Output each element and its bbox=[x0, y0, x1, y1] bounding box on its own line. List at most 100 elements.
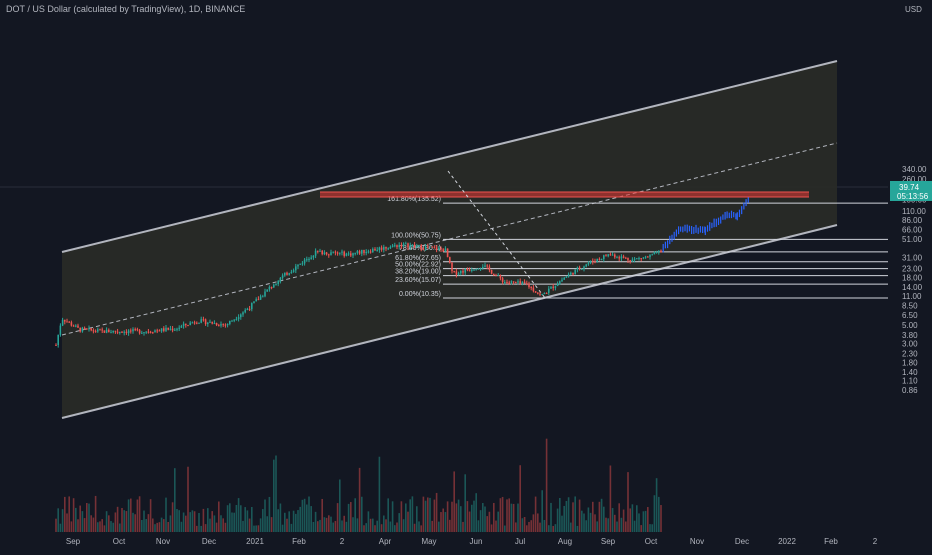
candle-body bbox=[501, 278, 504, 282]
candle-body bbox=[88, 328, 90, 330]
candle-body bbox=[317, 250, 319, 252]
volume-bar bbox=[658, 496, 660, 532]
volume-bar bbox=[336, 503, 339, 532]
volume-bar bbox=[372, 518, 374, 532]
candle-body bbox=[523, 281, 526, 284]
candle-body bbox=[556, 284, 559, 287]
price-axis[interactable] bbox=[888, 0, 932, 550]
volume-bar bbox=[519, 465, 521, 532]
fib-retracement[interactable]: 161.80%(135.52) 100.00%(50.75) 78.60%(36.1… bbox=[387, 196, 888, 299]
candle-body bbox=[231, 320, 233, 322]
candle-body bbox=[127, 330, 130, 333]
candle-body bbox=[475, 269, 477, 271]
time-tick-label: Dec bbox=[735, 537, 749, 546]
candle-body bbox=[658, 250, 660, 252]
volume-bar bbox=[420, 525, 422, 532]
candle-body bbox=[548, 288, 550, 293]
volume-bar bbox=[642, 511, 645, 532]
candle-body bbox=[585, 264, 587, 267]
volume-bar bbox=[376, 520, 378, 532]
volume-bar bbox=[224, 522, 227, 532]
candle-body bbox=[178, 327, 180, 329]
volume-bar bbox=[264, 499, 266, 532]
resistance-zone[interactable] bbox=[320, 192, 809, 197]
volume-bar bbox=[255, 525, 257, 532]
candle-body bbox=[598, 258, 601, 260]
volume-bar bbox=[275, 455, 277, 532]
volume-bar bbox=[108, 515, 110, 532]
volume-bar bbox=[431, 520, 433, 532]
candle-body bbox=[224, 324, 227, 326]
volume-bar bbox=[299, 506, 301, 532]
candle-body bbox=[259, 296, 262, 300]
volume-bar bbox=[297, 510, 299, 532]
candle-body bbox=[325, 252, 328, 255]
candle-body bbox=[402, 243, 405, 247]
candle-body bbox=[266, 289, 268, 292]
candle-body bbox=[57, 334, 59, 346]
candle-body bbox=[391, 245, 394, 247]
time-tick-label: 2 bbox=[873, 537, 878, 546]
volume-bar bbox=[114, 512, 117, 532]
candle-body bbox=[125, 331, 128, 333]
candle-body bbox=[273, 284, 275, 288]
candle-body bbox=[378, 247, 381, 250]
channel-lower-line[interactable] bbox=[61, 224, 838, 419]
candle-body bbox=[515, 281, 517, 283]
candle-body bbox=[521, 281, 524, 284]
volume-bar bbox=[607, 518, 609, 532]
candle-body bbox=[121, 331, 123, 333]
volume-bar bbox=[438, 521, 440, 532]
candle-body bbox=[609, 254, 612, 256]
candle-body bbox=[108, 329, 110, 333]
candle-body bbox=[169, 328, 172, 330]
volume-bar bbox=[559, 498, 561, 532]
volume-bar bbox=[110, 521, 112, 532]
candle-body bbox=[235, 319, 238, 321]
candle-body bbox=[220, 324, 222, 326]
volume-bar bbox=[75, 507, 77, 532]
price-tick-label: 260.00 bbox=[902, 175, 927, 184]
candle-body bbox=[55, 344, 57, 346]
volume-bar bbox=[475, 493, 477, 532]
volume-bar bbox=[185, 515, 187, 532]
volume-bar bbox=[409, 499, 411, 532]
candle-body bbox=[618, 257, 620, 259]
volume-bar bbox=[198, 513, 200, 532]
volume-bar bbox=[644, 510, 647, 532]
candle-body bbox=[631, 259, 634, 262]
volume-bar bbox=[583, 513, 585, 532]
candle-body bbox=[427, 246, 429, 248]
channel-upper-line[interactable] bbox=[61, 60, 838, 253]
candle-body bbox=[176, 328, 178, 330]
fib-level-label: 61.80%(27.65) bbox=[395, 255, 441, 262]
volume-bar bbox=[510, 503, 513, 532]
candle-body bbox=[306, 259, 308, 261]
volume-bar bbox=[196, 525, 198, 532]
candle-body bbox=[409, 245, 411, 248]
candle-body bbox=[563, 277, 565, 280]
time-axis[interactable] bbox=[0, 532, 888, 550]
volume-bar bbox=[620, 517, 623, 532]
candle-body bbox=[444, 248, 447, 252]
candle-body bbox=[625, 257, 627, 259]
volume-bar bbox=[545, 438, 548, 532]
candle-body bbox=[270, 287, 273, 289]
candle-body bbox=[543, 292, 546, 295]
fib-level-label: 100.00%(50.75) bbox=[391, 232, 441, 239]
candle-body bbox=[530, 287, 532, 289]
candle-body bbox=[600, 258, 603, 260]
candle-body bbox=[376, 249, 378, 251]
volume-bar bbox=[482, 503, 484, 532]
candle-body bbox=[222, 324, 224, 326]
candle-body bbox=[301, 263, 304, 265]
time-tick-label: Oct bbox=[645, 537, 658, 546]
volume-bar bbox=[418, 521, 420, 532]
candle-body bbox=[389, 246, 392, 249]
volume-bar bbox=[66, 513, 68, 532]
volume-bar bbox=[570, 522, 572, 532]
volume-bar bbox=[231, 512, 233, 532]
candle-body bbox=[336, 252, 339, 254]
